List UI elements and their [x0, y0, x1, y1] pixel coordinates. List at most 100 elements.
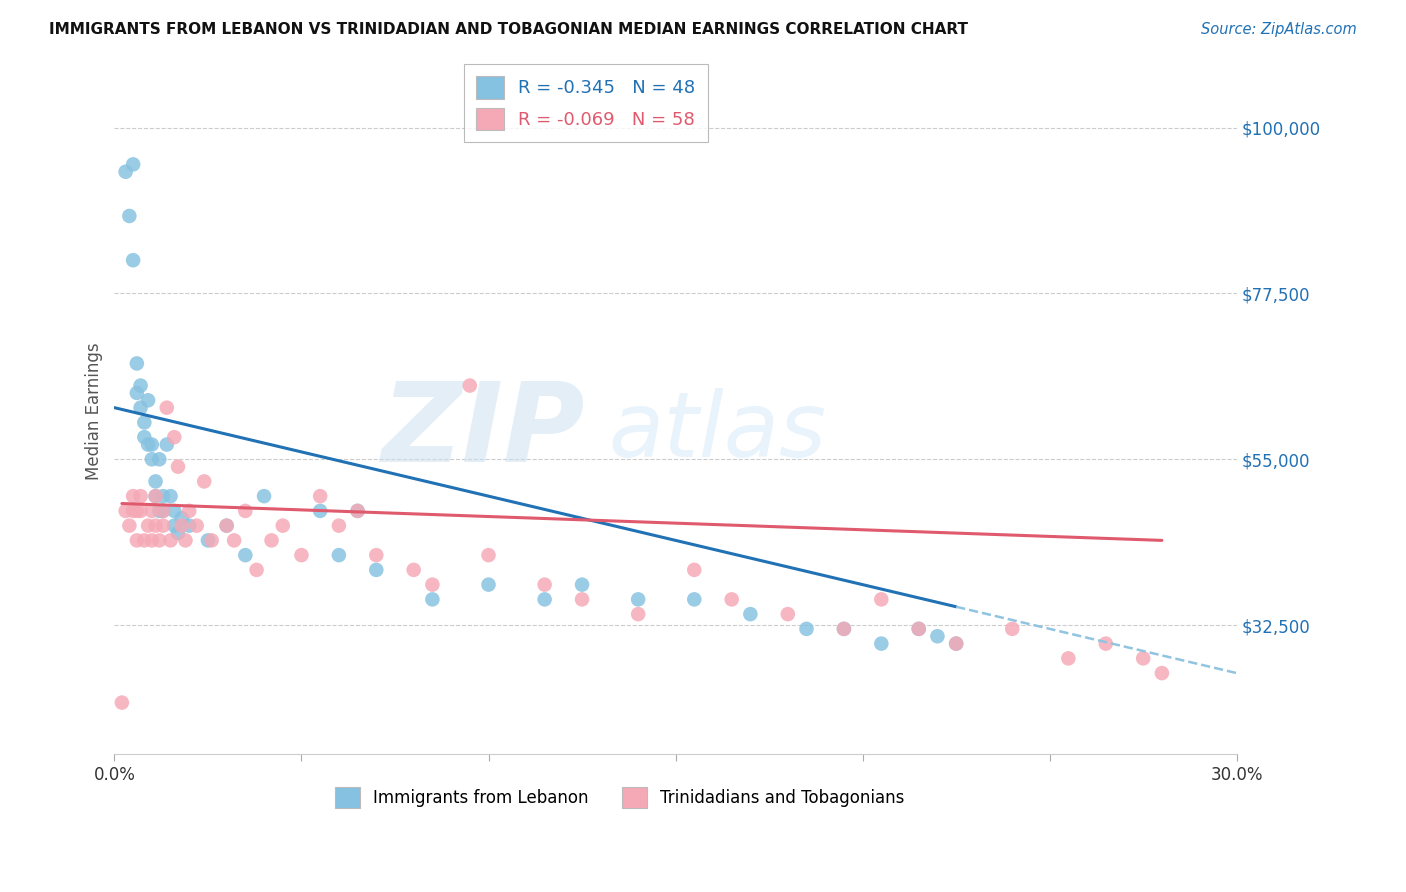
Point	[290, 548, 312, 562]
Point	[215, 518, 238, 533]
Point	[533, 577, 555, 591]
Point	[870, 592, 893, 607]
Point	[145, 489, 167, 503]
Point	[571, 577, 593, 591]
Point	[159, 489, 181, 503]
Point	[136, 518, 159, 533]
Point	[141, 533, 163, 548]
Point	[122, 157, 145, 171]
Point	[346, 504, 368, 518]
Point	[776, 607, 799, 621]
Point	[148, 504, 170, 518]
Point	[253, 489, 276, 503]
Point	[145, 475, 167, 489]
Point	[136, 393, 159, 408]
Point	[122, 489, 145, 503]
Point	[271, 518, 294, 533]
Point	[233, 548, 256, 562]
Point	[136, 437, 159, 451]
Point	[201, 533, 224, 548]
Point	[118, 209, 141, 223]
Point	[179, 504, 201, 518]
Point	[720, 592, 742, 607]
Point	[683, 563, 706, 577]
Point	[328, 518, 350, 533]
Point	[152, 518, 174, 533]
Point	[796, 622, 818, 636]
Point	[159, 533, 181, 548]
Point	[125, 386, 148, 401]
Point	[1094, 637, 1116, 651]
Y-axis label: Median Earnings: Median Earnings	[86, 343, 103, 480]
Point	[945, 637, 967, 651]
Point	[422, 577, 444, 591]
Point	[163, 430, 186, 444]
Point	[129, 504, 152, 518]
Point	[167, 459, 190, 474]
Point	[533, 592, 555, 607]
Point	[346, 504, 368, 518]
Point	[152, 504, 174, 518]
Point	[141, 504, 163, 518]
Point	[458, 378, 481, 392]
Point	[224, 533, 246, 548]
Point	[945, 637, 967, 651]
Point	[627, 607, 650, 621]
Point	[309, 504, 332, 518]
Point	[174, 533, 197, 548]
Point	[167, 526, 190, 541]
Point	[233, 504, 256, 518]
Point	[477, 548, 499, 562]
Point	[215, 518, 238, 533]
Point	[627, 592, 650, 607]
Point	[145, 489, 167, 503]
Text: atlas: atlas	[609, 388, 827, 476]
Point	[1150, 666, 1173, 681]
Point	[477, 577, 499, 591]
Point	[156, 401, 179, 415]
Text: ZIP: ZIP	[382, 378, 586, 485]
Point	[1132, 651, 1154, 665]
Point	[141, 452, 163, 467]
Point	[571, 592, 593, 607]
Point	[186, 518, 208, 533]
Point	[193, 475, 215, 489]
Point	[141, 437, 163, 451]
Point	[163, 518, 186, 533]
Point	[170, 518, 193, 533]
Point	[129, 378, 152, 392]
Point	[1057, 651, 1080, 665]
Point	[129, 401, 152, 415]
Point	[163, 504, 186, 518]
Point	[122, 253, 145, 268]
Point	[148, 533, 170, 548]
Point	[907, 622, 929, 636]
Point	[907, 622, 929, 636]
Point	[111, 696, 134, 710]
Point	[125, 504, 148, 518]
Point	[328, 548, 350, 562]
Point	[366, 548, 388, 562]
Point	[125, 533, 148, 548]
Point	[152, 489, 174, 503]
Point	[927, 629, 949, 643]
Point	[134, 533, 156, 548]
Point	[145, 518, 167, 533]
Point	[152, 504, 174, 518]
Legend: Immigrants from Lebanon, Trinidadians and Tobagonians: Immigrants from Lebanon, Trinidadians an…	[328, 780, 911, 814]
Point	[170, 511, 193, 525]
Point	[309, 489, 332, 503]
Point	[402, 563, 425, 577]
Point	[740, 607, 762, 621]
Point	[134, 430, 156, 444]
Point	[134, 416, 156, 430]
Point	[245, 563, 267, 577]
Point	[125, 356, 148, 370]
Point	[260, 533, 283, 548]
Point	[366, 563, 388, 577]
Point	[1001, 622, 1024, 636]
Text: IMMIGRANTS FROM LEBANON VS TRINIDADIAN AND TOBAGONIAN MEDIAN EARNINGS CORRELATIO: IMMIGRANTS FROM LEBANON VS TRINIDADIAN A…	[49, 22, 969, 37]
Text: Source: ZipAtlas.com: Source: ZipAtlas.com	[1201, 22, 1357, 37]
Point	[156, 437, 179, 451]
Point	[683, 592, 706, 607]
